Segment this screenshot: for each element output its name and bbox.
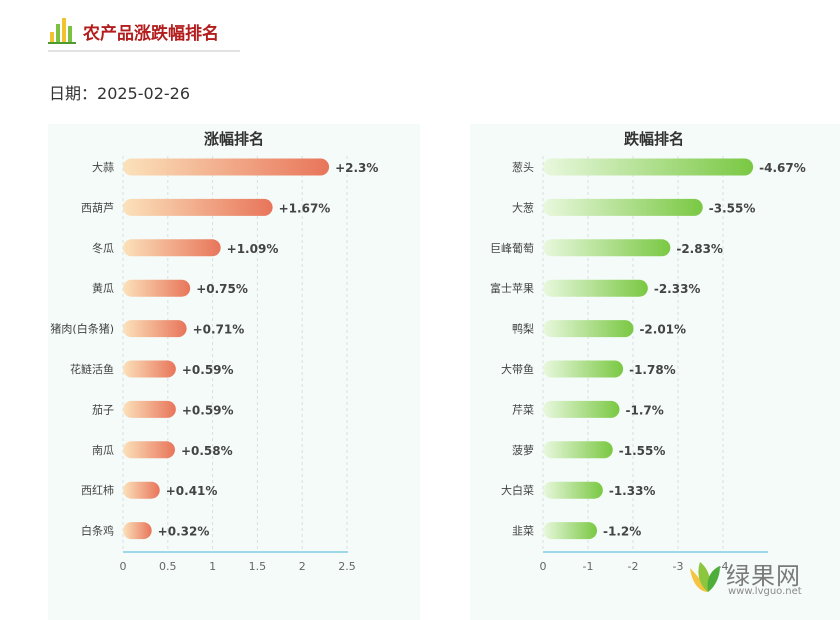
- bar-chart-logo-icon: [48, 18, 76, 44]
- page-header: 农产品涨跌幅排名: [48, 12, 240, 52]
- data-label: +2.3%: [335, 161, 378, 175]
- category-label: 葱头: [512, 161, 534, 174]
- x-tick-label: 0: [120, 560, 127, 573]
- bar: [543, 198, 703, 216]
- data-label: -2.01%: [639, 323, 686, 337]
- title-underline: [48, 50, 240, 52]
- data-label: +0.58%: [181, 444, 233, 458]
- data-label: +0.75%: [196, 282, 248, 296]
- bar: [543, 522, 597, 540]
- bar: [123, 198, 273, 216]
- category-label: 巨峰葡萄: [490, 242, 534, 255]
- category-label: 芹菜: [512, 403, 534, 416]
- data-label: -2.33%: [654, 282, 701, 296]
- chart-title: 跌幅排名: [624, 130, 684, 148]
- x-tick-label: 0.5: [159, 560, 177, 573]
- bar: [123, 239, 221, 257]
- data-label: -1.7%: [626, 403, 664, 417]
- category-label: 冬瓜: [92, 241, 114, 255]
- category-label: 花鲢活鱼: [70, 362, 114, 376]
- data-label: -1.55%: [619, 444, 666, 458]
- data-label: -1.2%: [603, 525, 641, 539]
- data-label: +0.59%: [182, 363, 234, 377]
- bar: [123, 360, 176, 378]
- bar: [123, 279, 191, 297]
- bar: [543, 158, 754, 176]
- watermark-url: www.lvguo.net: [728, 586, 802, 597]
- watermark: 绿果网 www.lvguo.net: [686, 556, 816, 602]
- category-label: 黄瓜: [92, 281, 114, 295]
- bar: [543, 481, 603, 499]
- bar: [123, 522, 152, 540]
- category-label: 富士苹果: [490, 281, 534, 295]
- x-tick-label: 2: [299, 560, 306, 573]
- fall-chart-panel: 跌幅排名 0 -1 -2 -3 -4 葱头 -4.67% 大葱 -3.55% 巨峰葡萄 -2.83% 富…: [470, 124, 840, 620]
- data-label: +0.32%: [158, 525, 210, 539]
- leaf-logo-icon: [690, 562, 720, 592]
- fall-ranking-chart: 跌幅排名 0 -1 -2 -3 -4 葱头 -4.67% 大葱 -3.55% 巨峰葡萄 -2.83% 富…: [490, 130, 806, 573]
- category-label: 白条鸡: [81, 524, 114, 538]
- category-label: 大白菜: [501, 483, 534, 497]
- data-label: -1.78%: [629, 363, 676, 377]
- bar: [123, 320, 187, 338]
- rise-chart-panel: 涨幅排名 0 0.5 1 1.5 2 2.5 大蒜 +2.3% 西葫芦 +1.67% 冬瓜 +1.09%…: [48, 124, 420, 620]
- data-label: +0.59%: [182, 403, 234, 417]
- bar: [543, 400, 620, 418]
- bar: [543, 239, 671, 257]
- x-tick-label: 1.5: [249, 560, 267, 573]
- bar: [543, 360, 624, 378]
- date-row: 日期：2025-02-26: [49, 80, 190, 104]
- category-label: 大带鱼: [501, 362, 534, 376]
- bar: [123, 400, 176, 418]
- bar: [123, 441, 175, 459]
- bar: [543, 441, 613, 459]
- data-label: +1.67%: [279, 201, 331, 215]
- chart-title: 涨幅排名: [204, 130, 264, 148]
- category-label: 茄子: [92, 402, 114, 416]
- bar: [543, 279, 648, 297]
- date-value: 2025-02-26: [97, 84, 190, 103]
- category-label: 南瓜: [92, 444, 114, 457]
- category-label: 西葫芦: [81, 201, 114, 214]
- data-label: -4.67%: [759, 161, 806, 175]
- data-label: +0.71%: [193, 323, 245, 337]
- category-label: 菠萝: [512, 444, 534, 457]
- date-label: 日期：: [49, 84, 98, 103]
- watermark-brand: 绿果网: [726, 562, 801, 590]
- category-label: 韭菜: [512, 525, 534, 538]
- category-label: 西红柿: [81, 483, 114, 497]
- x-tick-label: -1: [583, 560, 594, 573]
- data-label: -2.83%: [676, 242, 723, 256]
- category-label: 大蒜: [92, 160, 114, 174]
- bar: [543, 320, 634, 338]
- category-label: 鸭梨: [512, 322, 534, 336]
- x-tick-label: -3: [673, 560, 684, 573]
- data-label: +1.09%: [227, 242, 279, 256]
- x-tick-label: 0: [540, 560, 547, 573]
- rise-ranking-chart: 涨幅排名 0 0.5 1 1.5 2 2.5 大蒜 +2.3% 西葫芦 +1.67% 冬瓜 +1.09%…: [50, 130, 378, 573]
- bar: [123, 481, 160, 499]
- x-tick-label: -2: [628, 560, 639, 573]
- data-label: -3.55%: [709, 201, 756, 215]
- page-title: 农产品涨跌幅排名: [83, 24, 219, 44]
- x-tick-label: -4: [718, 560, 729, 573]
- x-tick-label: 2.5: [338, 560, 356, 573]
- data-label: +0.41%: [166, 484, 218, 498]
- bar: [123, 158, 330, 176]
- x-tick-label: 1: [209, 560, 216, 573]
- data-label: -1.33%: [609, 484, 656, 498]
- category-label: 大葱: [512, 200, 534, 214]
- category-label: 猪肉(白条猪): [50, 322, 114, 336]
